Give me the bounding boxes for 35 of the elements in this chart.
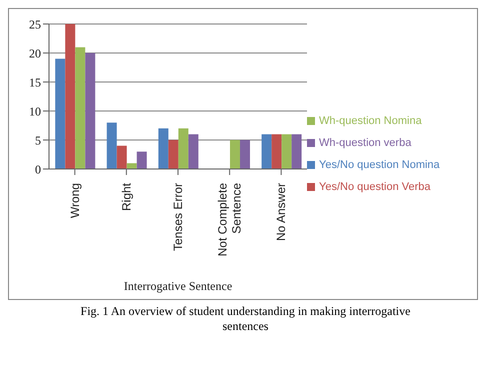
bar: [65, 24, 76, 169]
bar: [75, 47, 86, 169]
y-tick-label: 10: [29, 104, 41, 118]
x-tick-label: No Answer: [274, 183, 288, 242]
x-tick-label: Tenses Error: [171, 183, 185, 252]
caption: Fig. 1 An overview of student understanding in making interrogative sentences: [80, 304, 412, 334]
bar: [106, 122, 117, 169]
legend-label: Yes/No question Verba: [319, 181, 431, 193]
bar: [116, 146, 127, 169]
x-tick-label: Wrong: [68, 183, 82, 218]
bar: [230, 140, 240, 169]
bar: [272, 134, 282, 169]
x-tick-label: Not Complete Sentence: [216, 182, 244, 256]
bar: [282, 134, 292, 169]
y-tick-label: 25: [29, 17, 41, 32]
legend-label: Wh-question verba: [319, 137, 412, 149]
y-tick-label: 0: [35, 162, 41, 176]
bar: [85, 53, 96, 169]
bar: [292, 134, 302, 169]
bar: [240, 140, 250, 169]
legend-label: Yes/No question Nomina: [319, 159, 440, 171]
bar: [55, 58, 66, 169]
legend-label: Wh-question Nomina: [319, 115, 422, 127]
y-tick-label: 15: [29, 75, 41, 90]
y-tick-label: 20: [29, 46, 41, 60]
x-axis-title: Interrogative Sentence: [124, 279, 232, 293]
bar: [188, 134, 198, 169]
x-tick-label: Right: [119, 182, 134, 212]
y-tick-label: 5: [35, 133, 41, 148]
bar: [262, 134, 272, 169]
bar: [168, 140, 178, 169]
bar: [178, 128, 188, 169]
bar: [126, 163, 137, 169]
bar: [158, 128, 168, 169]
bar: [136, 152, 147, 169]
